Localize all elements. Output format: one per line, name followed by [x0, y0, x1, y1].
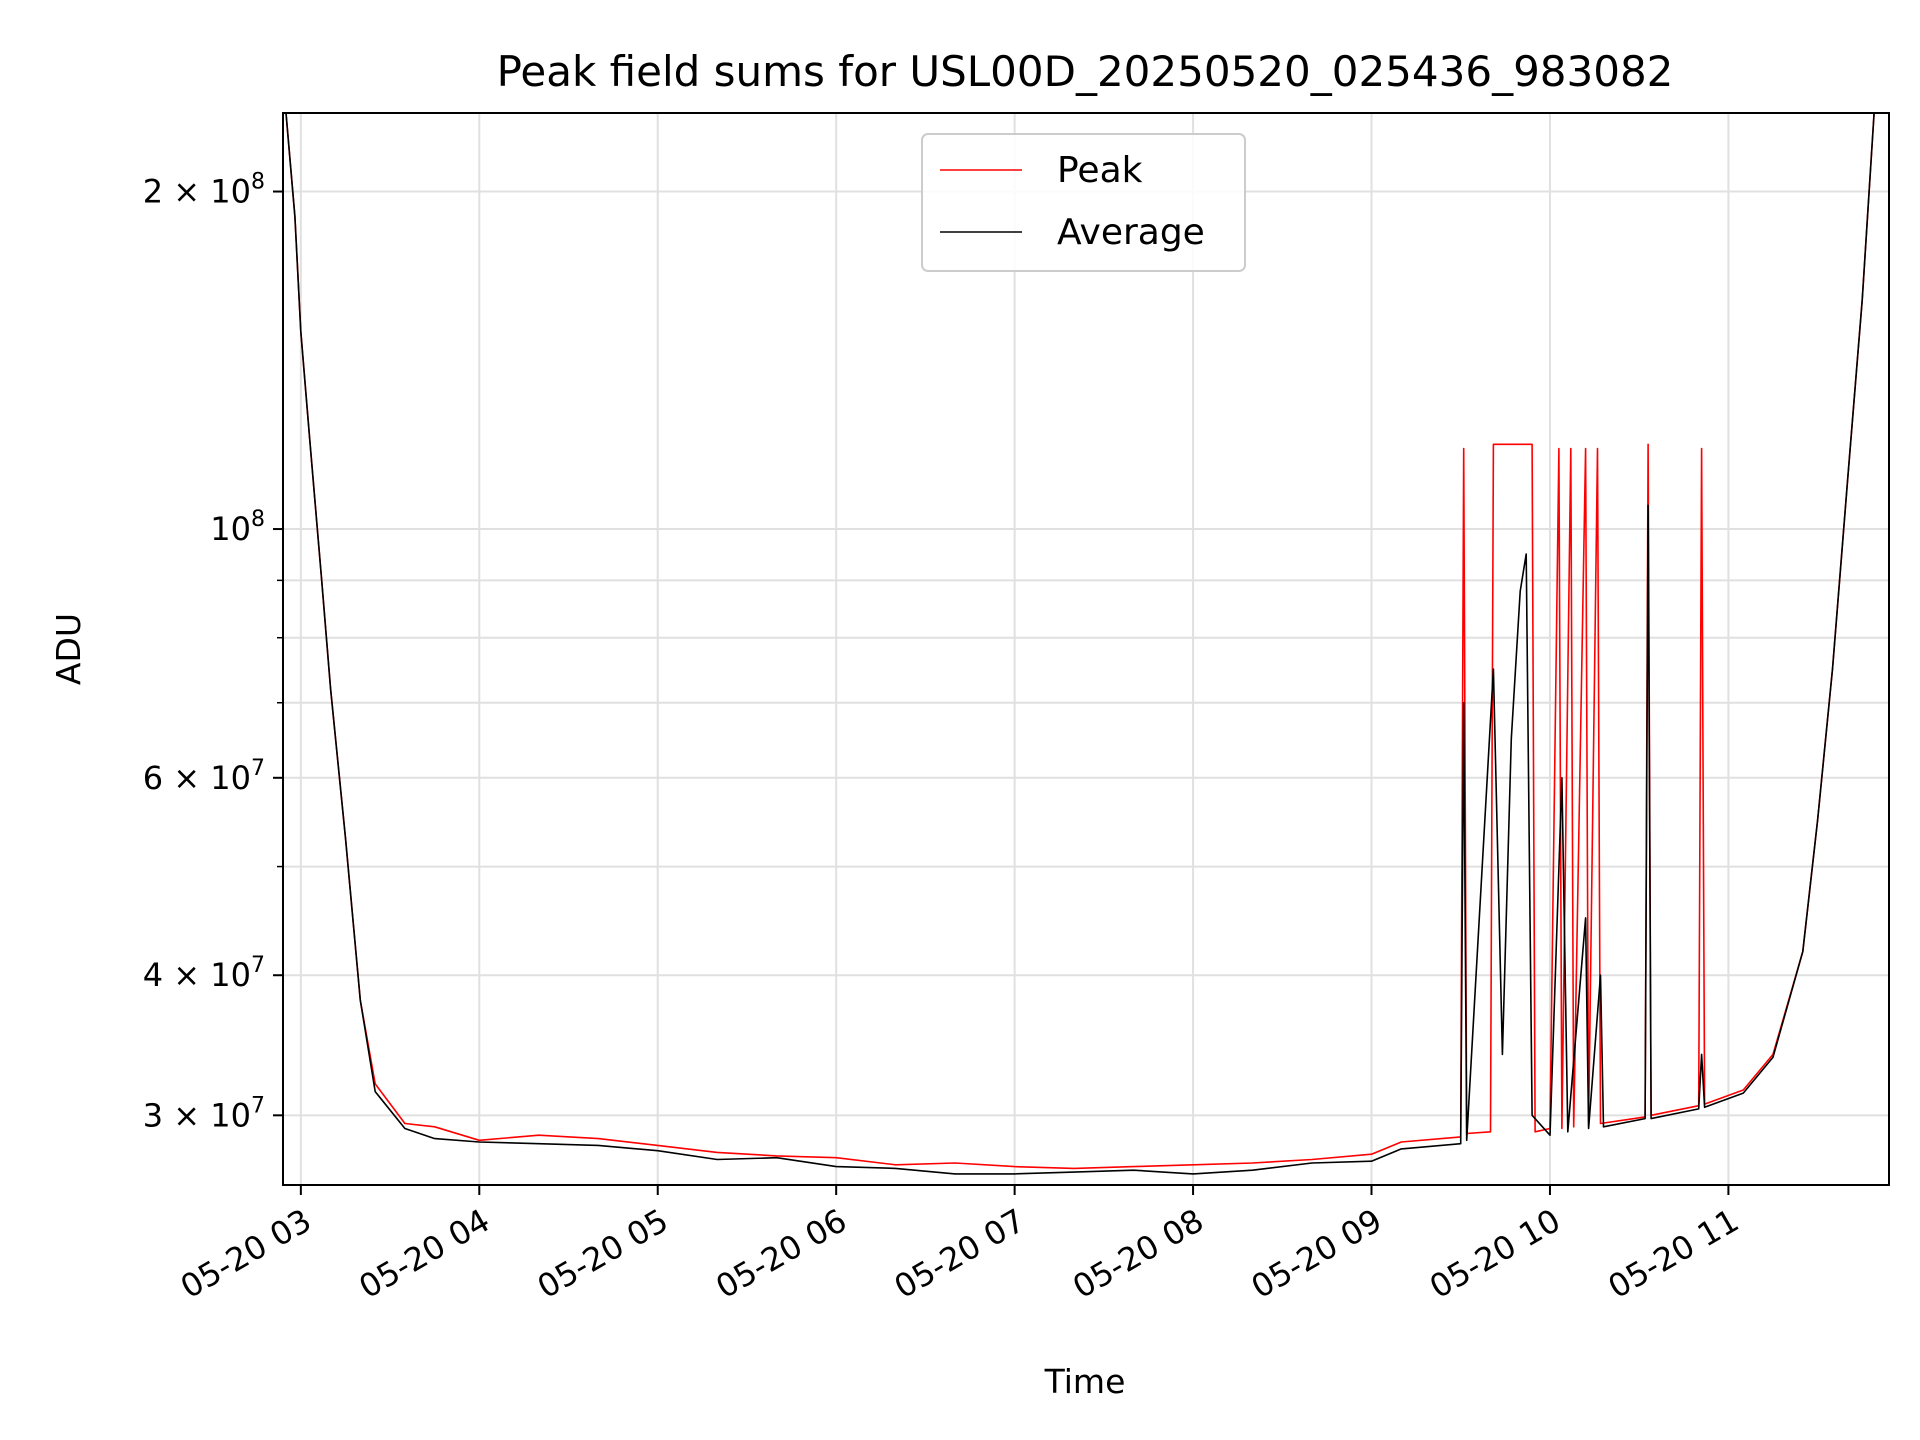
plot-frame [282, 112, 1890, 1186]
series-group [285, 113, 1875, 1175]
y-tick-label: 4 × 107 [143, 953, 265, 994]
y-axis-label: ADU [49, 613, 88, 685]
legend-box [921, 133, 1246, 272]
legend-peak-label: Peak [1057, 150, 1143, 191]
y-tick-label: 3 × 107 [143, 1093, 265, 1134]
legend: Peak Average [921, 133, 1246, 272]
x-axis-label: Time [1044, 1362, 1126, 1401]
y-tick-label: 6 × 107 [143, 756, 265, 797]
y-tick-label: 2 × 108 [143, 170, 265, 211]
series-line-average [285, 113, 1875, 1175]
chart-title: Peak field sums for USL00D_20250520_0254… [497, 47, 1674, 96]
series-line-peak [285, 113, 1875, 1170]
legend-average-label: Average [1057, 212, 1205, 253]
